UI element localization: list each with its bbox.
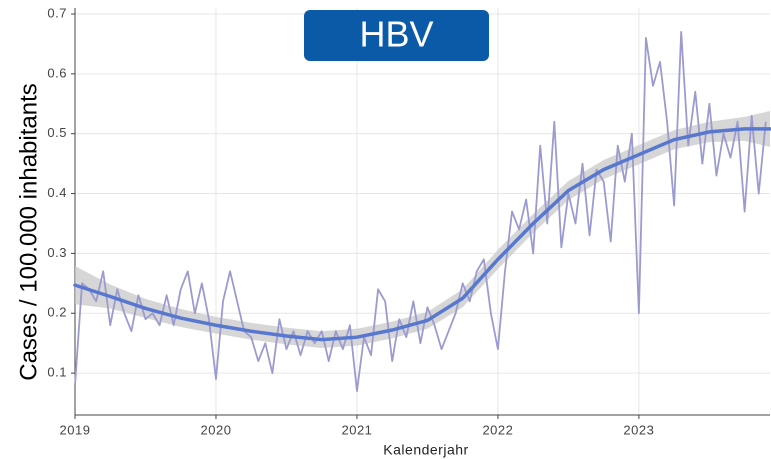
x-axis-label: Kalenderjahr <box>383 442 468 458</box>
y-axis-label: Cases / 100.000 inhabitants <box>15 83 42 381</box>
x-tick-label: 2021 <box>341 422 372 437</box>
x-tick-label: 2022 <box>482 422 513 437</box>
x-tick-label: 2019 <box>60 422 91 437</box>
y-tick-label: 0.6 <box>47 65 67 80</box>
y-tick-label: 0.7 <box>47 5 67 20</box>
y-tick-label: 0.2 <box>47 305 67 320</box>
y-tick-label: 0.4 <box>47 185 67 200</box>
title-box: HBV <box>304 10 489 61</box>
data-line <box>74 31 767 392</box>
title-background <box>304 10 489 61</box>
x-tick-label: 2020 <box>201 422 232 437</box>
trend-line <box>73 127 771 342</box>
y-tick-label: 0.5 <box>47 125 67 140</box>
y-tick-label: 0.3 <box>47 245 67 260</box>
x-tick-label: 2023 <box>623 422 654 437</box>
chart-title: HBV <box>359 14 433 55</box>
y-tick-label: 0.1 <box>47 365 67 380</box>
